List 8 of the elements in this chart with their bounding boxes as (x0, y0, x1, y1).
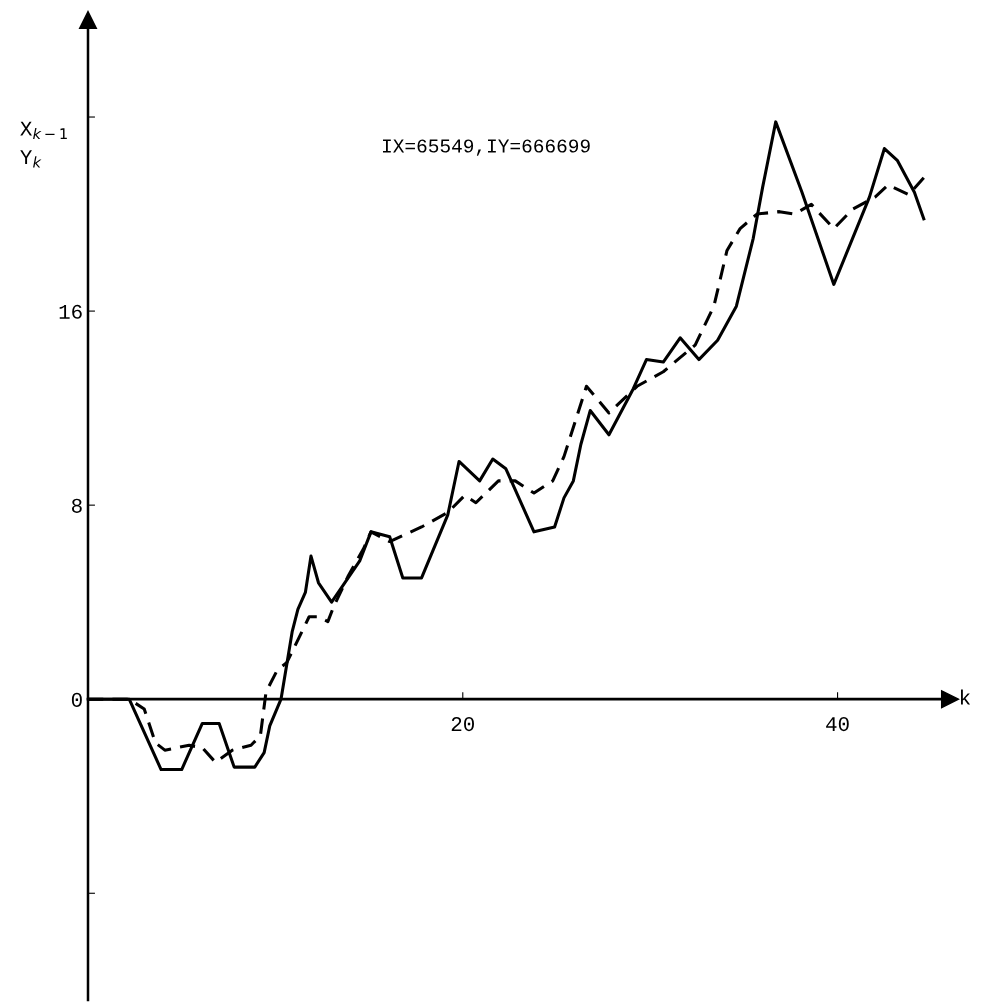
x-tick-label: 20 (451, 717, 474, 732)
y-axis-title: X$_{k−1}$ Y$_{k}$ (20, 121, 67, 168)
y-tick-label: 16 (59, 304, 82, 319)
x-axis-title: k (961, 689, 971, 705)
annotation: IX=65549,IY=666699 (383, 139, 590, 156)
x-tick-label: 40 (826, 717, 849, 732)
y-tick-label: 8 (71, 498, 82, 513)
y-tick-label: 0 (71, 692, 82, 707)
